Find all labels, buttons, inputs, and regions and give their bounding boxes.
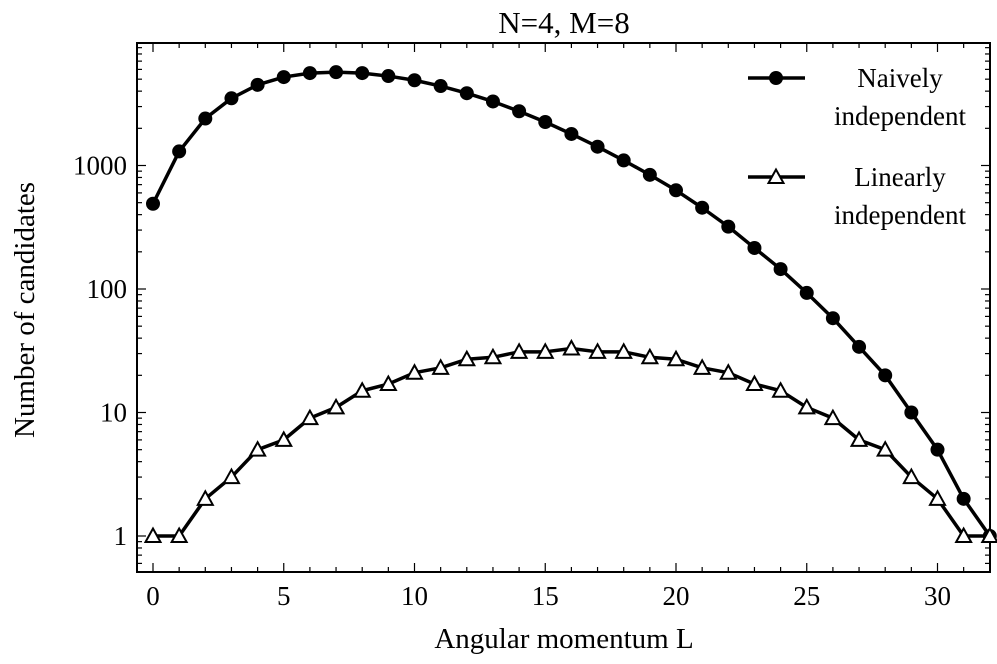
data-point bbox=[928, 489, 947, 506]
data-point bbox=[640, 347, 660, 365]
x-tick-label: 5 bbox=[277, 581, 291, 611]
chart-title: N=4, M=8 bbox=[498, 5, 629, 40]
data-point bbox=[509, 342, 529, 359]
data-point bbox=[956, 491, 971, 506]
series-line bbox=[151, 70, 992, 538]
data-point bbox=[224, 91, 239, 106]
data-point bbox=[562, 338, 581, 356]
data-point bbox=[876, 440, 895, 457]
y-axis-label: Number of candidates bbox=[9, 182, 41, 438]
data-point bbox=[169, 526, 189, 543]
data-point bbox=[590, 139, 605, 154]
legend-label: Naively bbox=[857, 63, 943, 93]
data-point bbox=[483, 347, 503, 365]
data-point bbox=[459, 86, 474, 101]
data-point bbox=[512, 104, 527, 119]
y-tick-label: 10 bbox=[100, 398, 127, 428]
legend-marker bbox=[769, 71, 783, 85]
data-point bbox=[536, 342, 555, 359]
x-tick-label: 15 bbox=[532, 581, 559, 611]
data-point bbox=[381, 69, 396, 84]
data-point bbox=[930, 442, 945, 457]
data-point bbox=[849, 430, 869, 447]
x-axis-label: Angular momentum L bbox=[434, 623, 693, 655]
legend-entry-naively-independent: Naively independent bbox=[748, 63, 966, 131]
y-tick-label: 1000 bbox=[73, 151, 127, 181]
x-tick-label: 20 bbox=[663, 581, 690, 611]
data-point bbox=[771, 381, 790, 398]
legend-marker bbox=[766, 167, 786, 184]
data-point bbox=[302, 66, 317, 81]
data-point bbox=[222, 467, 241, 485]
data-point bbox=[326, 397, 346, 415]
data-point bbox=[695, 200, 710, 215]
x-tick-label: 25 bbox=[793, 581, 820, 611]
data-point bbox=[250, 77, 265, 92]
data-point bbox=[538, 115, 553, 130]
data-point bbox=[852, 339, 867, 354]
data-point bbox=[431, 358, 450, 375]
data-point bbox=[353, 381, 372, 398]
data-point bbox=[355, 66, 370, 81]
data-point bbox=[300, 408, 320, 426]
data-point bbox=[773, 262, 788, 277]
data-point bbox=[825, 311, 840, 326]
data-point bbox=[980, 526, 997, 543]
data-point bbox=[457, 349, 476, 367]
data-point bbox=[614, 342, 633, 359]
legend: Naively independent Linearly independent bbox=[748, 63, 966, 230]
legend-label: Linearly bbox=[854, 162, 946, 192]
x-axis-ticks: 0 5 10 15 20 25 30 bbox=[146, 43, 991, 611]
legend-label: independent bbox=[834, 200, 966, 230]
data-point bbox=[329, 65, 344, 80]
data-point bbox=[564, 126, 579, 141]
data-point bbox=[902, 467, 921, 485]
y-tick-label: 100 bbox=[87, 274, 128, 304]
data-point bbox=[954, 526, 973, 543]
data-point bbox=[799, 285, 814, 300]
y-tick-label: 1 bbox=[114, 521, 128, 551]
data-point bbox=[433, 79, 448, 94]
x-tick-label: 0 bbox=[146, 581, 160, 611]
data-point bbox=[669, 183, 683, 198]
data-point bbox=[196, 489, 215, 506]
data-point bbox=[747, 240, 762, 255]
data-point bbox=[823, 408, 843, 426]
data-point bbox=[485, 94, 500, 109]
data-point bbox=[379, 374, 398, 392]
data-point bbox=[143, 526, 163, 543]
data-point bbox=[588, 342, 607, 359]
data-point bbox=[745, 374, 764, 392]
data-point bbox=[878, 368, 893, 383]
data-point bbox=[642, 167, 657, 182]
data-point bbox=[666, 349, 686, 367]
y-axis-ticks: 1 10 100 1000 bbox=[73, 47, 990, 564]
series-linearly-independent bbox=[143, 338, 997, 543]
data-point bbox=[616, 153, 631, 168]
series-naively-independent bbox=[146, 65, 997, 543]
data-point bbox=[405, 363, 424, 380]
data-point bbox=[407, 73, 422, 88]
data-point bbox=[146, 196, 160, 211]
data-point bbox=[172, 144, 187, 159]
data-series bbox=[143, 65, 997, 543]
data-point bbox=[198, 111, 213, 126]
data-point bbox=[248, 440, 267, 457]
legend-label: independent bbox=[834, 101, 966, 131]
data-point bbox=[797, 397, 816, 415]
data-point bbox=[904, 405, 919, 420]
x-tick-label: 30 bbox=[924, 581, 951, 611]
data-point bbox=[274, 430, 293, 447]
data-point bbox=[719, 363, 738, 380]
plot-frame bbox=[136, 42, 991, 573]
legend-entry-linearly-independent: Linearly independent bbox=[748, 162, 966, 230]
data-point bbox=[276, 70, 291, 85]
data-point bbox=[721, 219, 736, 234]
x-tick-label: 10 bbox=[401, 581, 428, 611]
data-point bbox=[692, 358, 712, 375]
